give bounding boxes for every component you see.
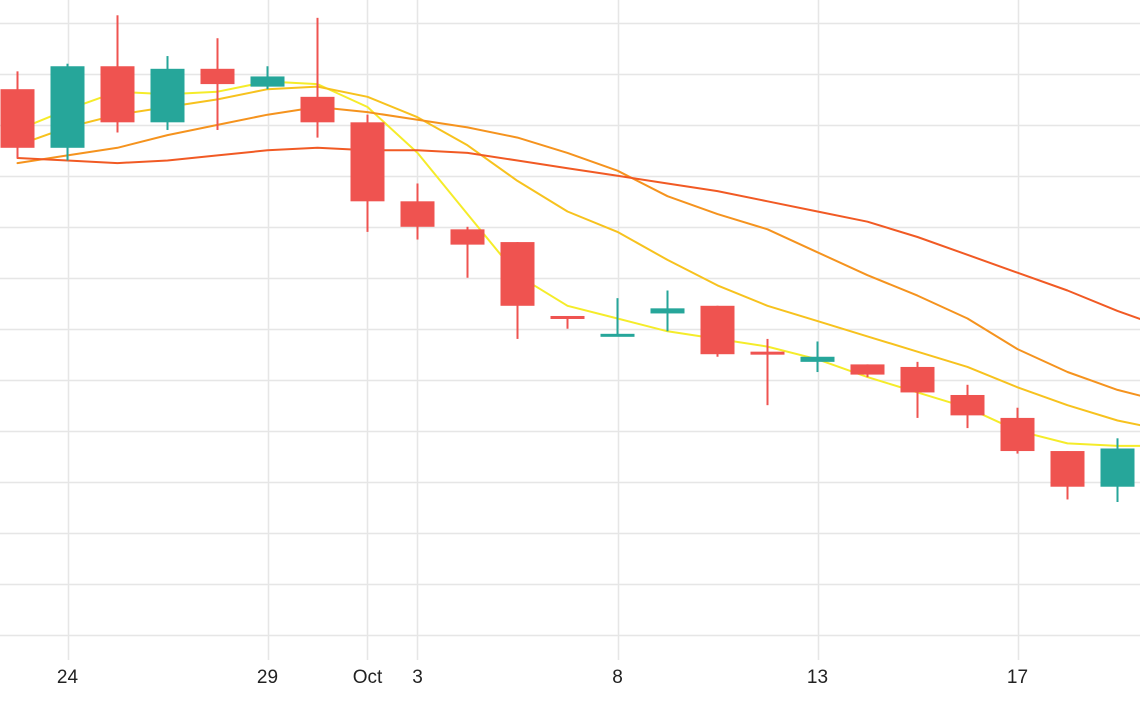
candle-body xyxy=(1050,451,1085,487)
candle-body xyxy=(200,68,235,85)
candle-18 xyxy=(900,361,935,418)
x-tick-label: 8 xyxy=(612,667,623,688)
moving-average-line-4 xyxy=(16,146,1140,320)
moving-average-line-3 xyxy=(16,106,1140,397)
moving-average-line-1 xyxy=(16,80,1140,447)
candle-19 xyxy=(950,384,985,429)
candle-10 xyxy=(500,242,535,339)
candle-body xyxy=(250,76,285,87)
candle-5 xyxy=(250,66,285,90)
candle-body xyxy=(450,229,485,245)
candle-body xyxy=(500,242,535,306)
x-tick-label: 17 xyxy=(1007,667,1028,688)
candle-body xyxy=(900,366,935,393)
candle-body xyxy=(650,308,685,314)
x-tick-label: 29 xyxy=(257,667,278,688)
candle-8 xyxy=(400,183,435,240)
candle-body xyxy=(850,364,885,375)
candle-body xyxy=(0,89,35,148)
candle-body xyxy=(100,66,135,123)
candle-20 xyxy=(1000,407,1035,454)
candle-9 xyxy=(450,226,485,278)
candle-body xyxy=(300,96,335,123)
candle-15 xyxy=(750,338,785,406)
x-tick-label: 3 xyxy=(412,667,423,688)
candle-body xyxy=(1000,417,1035,452)
candle-body xyxy=(800,356,835,362)
candle-2 xyxy=(100,15,135,133)
candle-16 xyxy=(800,341,835,373)
plot-area xyxy=(0,15,1140,503)
candle-body xyxy=(350,122,385,202)
candle-body xyxy=(600,333,635,337)
x-tick-label: 24 xyxy=(57,667,79,688)
candle-21 xyxy=(1050,451,1085,500)
x-tick-label: 13 xyxy=(807,667,828,688)
candle-body xyxy=(50,66,85,148)
candles xyxy=(0,15,1135,503)
candle-body xyxy=(150,68,185,123)
candle-12 xyxy=(600,298,635,337)
candle-14 xyxy=(700,305,735,357)
candle-1 xyxy=(50,63,85,161)
candle-body xyxy=(700,305,735,355)
x-axis-tick-labels: 24 29 Oct 3 8 13 17 xyxy=(57,667,1028,688)
candle-4 xyxy=(200,38,235,130)
candle-13 xyxy=(650,290,685,332)
moving-average-line-2 xyxy=(16,85,1140,427)
candle-body xyxy=(750,351,785,355)
candle-body xyxy=(1100,448,1135,487)
candle-17 xyxy=(850,364,885,378)
candle-6 xyxy=(300,17,335,138)
candle-0 xyxy=(0,71,35,158)
candle-7 xyxy=(350,114,385,232)
x-tick-label: Oct xyxy=(353,667,383,688)
candle-body xyxy=(950,394,985,416)
moving-average-lines xyxy=(16,80,1140,447)
candle-body xyxy=(550,315,585,319)
candle-22 xyxy=(1100,438,1135,503)
candle-11 xyxy=(550,315,585,329)
candle-body xyxy=(400,201,435,227)
candle-3 xyxy=(150,56,185,130)
